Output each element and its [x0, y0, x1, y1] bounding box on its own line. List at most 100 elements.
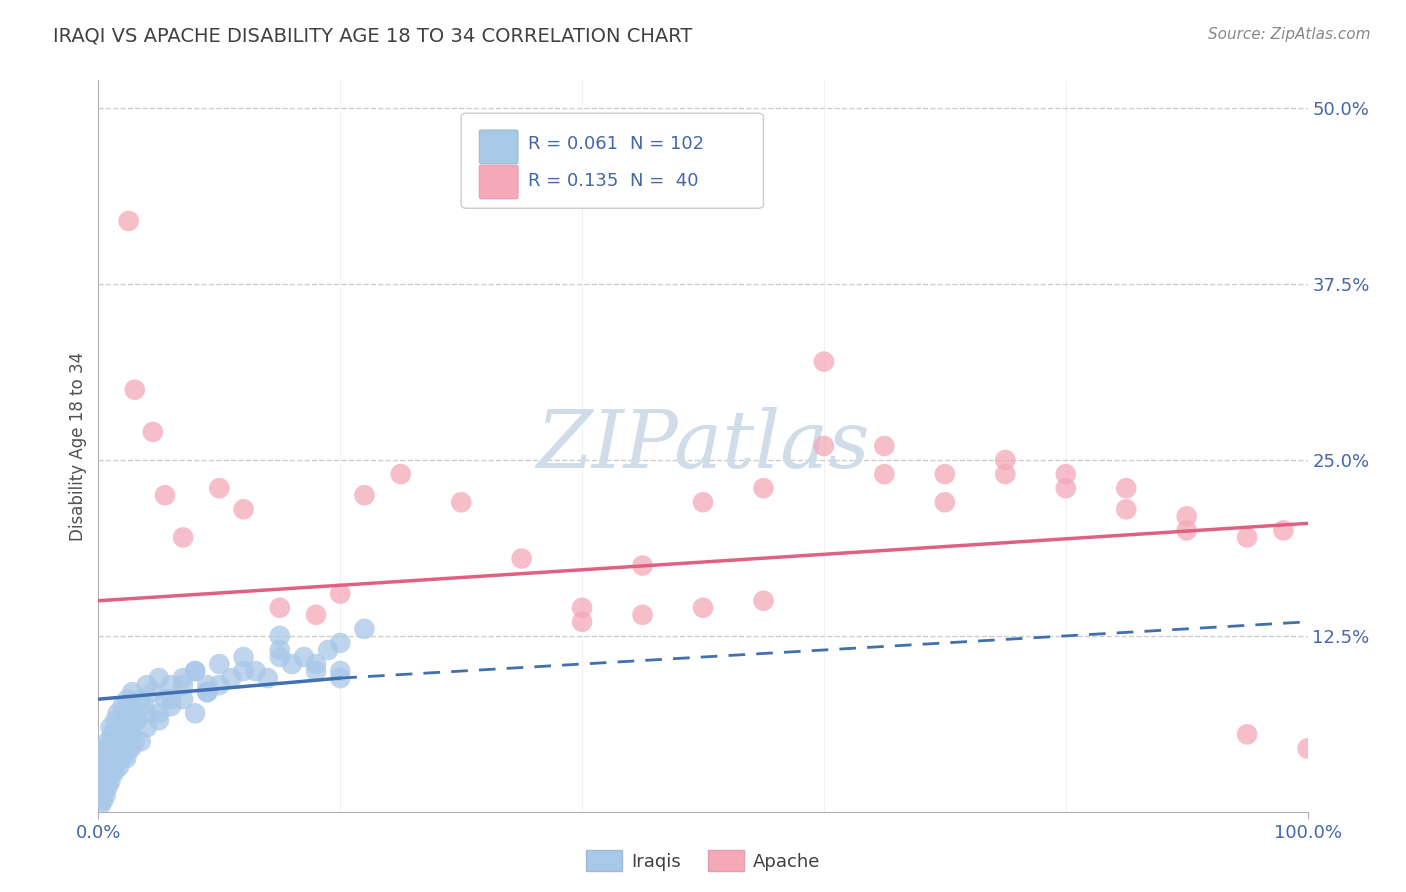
Point [91, 763, 114, 777]
Point [98, 770, 121, 784]
Point [153, 692, 176, 706]
Point [172, 530, 194, 544]
Point [631, 607, 654, 622]
Point [752, 593, 775, 607]
Point [105, 734, 128, 748]
Point [934, 495, 956, 509]
Point [135, 720, 157, 734]
Point [450, 495, 472, 509]
Point [91, 793, 114, 807]
Point [100, 727, 122, 741]
Point [101, 737, 124, 751]
Point [142, 425, 165, 439]
Point [510, 551, 533, 566]
FancyBboxPatch shape [479, 165, 517, 199]
Point [100, 720, 122, 734]
Point [269, 629, 291, 643]
Text: N = 102: N = 102 [630, 135, 704, 153]
Point [1054, 481, 1077, 495]
Point [124, 706, 146, 721]
Point [97, 780, 120, 794]
Point [124, 734, 146, 748]
Point [1236, 727, 1258, 741]
Point [208, 481, 231, 495]
Point [934, 467, 956, 482]
Point [118, 741, 141, 756]
Point [118, 706, 141, 721]
Point [208, 657, 231, 671]
Point [135, 678, 157, 692]
FancyBboxPatch shape [479, 130, 517, 163]
Point [91, 776, 114, 790]
Point [994, 453, 1017, 467]
Point [118, 727, 141, 741]
Text: IRAQI VS APACHE DISABILITY AGE 18 TO 34 CORRELATION CHART: IRAQI VS APACHE DISABILITY AGE 18 TO 34 … [53, 27, 693, 45]
Point [105, 734, 128, 748]
Point [91, 748, 114, 763]
Point [269, 643, 291, 657]
Point [111, 699, 134, 714]
Point [91, 783, 114, 797]
Point [571, 600, 593, 615]
Point [389, 467, 412, 482]
Point [90, 756, 112, 770]
Point [110, 727, 132, 741]
Point [93, 783, 115, 797]
Point [184, 706, 207, 721]
Point [1296, 741, 1319, 756]
Point [232, 664, 254, 678]
Point [221, 671, 243, 685]
Point [117, 692, 139, 706]
Point [208, 678, 231, 692]
Point [129, 734, 152, 748]
Legend: Iraqis, Apache: Iraqis, Apache [578, 843, 828, 879]
Point [103, 765, 125, 780]
Point [103, 763, 125, 777]
Point [108, 741, 131, 756]
Point [631, 558, 654, 573]
Point [353, 488, 375, 502]
Point [1175, 524, 1198, 538]
Point [94, 760, 117, 774]
Point [97, 734, 120, 748]
Point [160, 678, 183, 692]
Point [1272, 524, 1295, 538]
Point [172, 671, 194, 685]
Point [172, 678, 194, 692]
Point [134, 699, 156, 714]
Point [329, 636, 352, 650]
Point [91, 776, 114, 790]
Point [120, 741, 142, 756]
Point [100, 748, 122, 763]
Point [118, 214, 141, 228]
Point [107, 706, 129, 721]
Point [114, 714, 136, 728]
Point [135, 706, 157, 721]
Point [281, 657, 304, 671]
Point [813, 439, 835, 453]
Point [305, 664, 328, 678]
Point [108, 741, 131, 756]
Point [1115, 502, 1137, 516]
Point [100, 773, 122, 788]
Point [1115, 481, 1137, 495]
Point [129, 692, 152, 706]
Point [316, 643, 339, 657]
Point [91, 790, 114, 805]
Point [115, 734, 138, 748]
Point [115, 751, 138, 765]
Point [108, 760, 131, 774]
Point [94, 763, 117, 777]
Point [873, 439, 896, 453]
Point [692, 600, 714, 615]
Point [96, 765, 118, 780]
Point [329, 664, 352, 678]
Point [813, 354, 835, 368]
FancyBboxPatch shape [461, 113, 763, 209]
Point [108, 720, 131, 734]
Point [121, 685, 143, 699]
Point [329, 671, 352, 685]
Point [124, 383, 146, 397]
Point [256, 671, 278, 685]
Text: R = 0.061: R = 0.061 [527, 135, 617, 153]
